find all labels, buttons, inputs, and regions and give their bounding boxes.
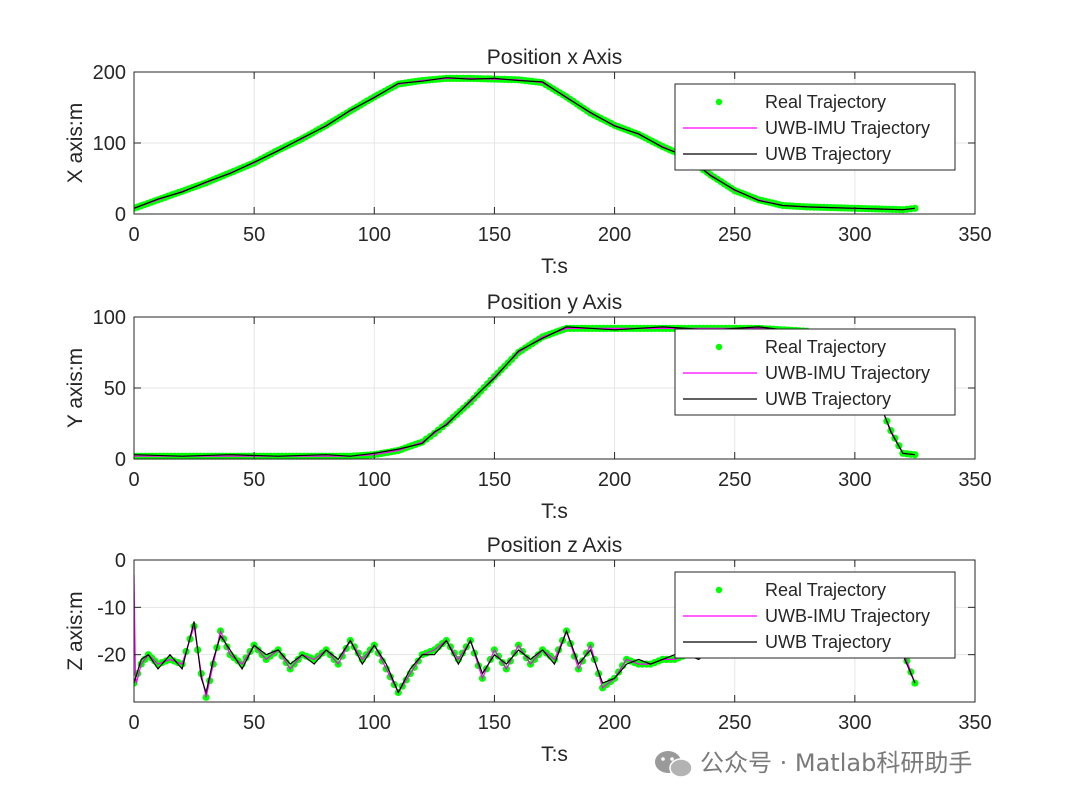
x-tick-label: 350 xyxy=(958,712,991,734)
x-ticks: 0 50 100 150 200 250 300 350 xyxy=(128,72,992,246)
x-tick-label: 100 xyxy=(358,712,391,734)
x-tick-label: 350 xyxy=(958,469,991,491)
y-tick-label: 0 xyxy=(115,449,126,471)
y-tick-label: 0 xyxy=(115,204,126,226)
y-tick-label: 100 xyxy=(93,307,126,329)
subplot-2: 0 50 100 150 200 250 300 350 0 50 100 Position y Ax… xyxy=(64,291,992,523)
y-axis-label: Y axis:m xyxy=(64,348,87,428)
real-trajectory-point xyxy=(911,204,919,212)
x-tick-label: 0 xyxy=(128,224,139,246)
x-tick-label: 350 xyxy=(958,224,991,246)
y-tick-label: -20 xyxy=(97,645,126,667)
x-ticks: 0 50 100 150 200 250 300 350 xyxy=(128,560,992,734)
wechat-icon xyxy=(655,751,693,778)
y-ticks: 0 50 100 xyxy=(93,307,975,471)
x-tick-label: 50 xyxy=(243,224,265,246)
y-tick-label: 50 xyxy=(104,378,126,400)
legend-label: UWB Trajectory xyxy=(765,389,891,409)
y-tick-label: 200 xyxy=(93,62,126,84)
x-tick-label: 100 xyxy=(358,224,391,246)
y-ticks: 0 100 200 xyxy=(93,62,975,226)
chart-title: Position y Axis xyxy=(487,291,622,314)
x-axis-label: T:s xyxy=(541,500,568,523)
x-tick-label: 250 xyxy=(718,224,751,246)
x-tick-label: 0 xyxy=(128,712,139,734)
x-axis-label: T:s xyxy=(541,743,568,766)
subplot-1: 0 50 100 150 200 250 300 350 0 100 200 Position x A… xyxy=(64,46,992,278)
x-tick-label: 50 xyxy=(243,469,265,491)
legend-label: UWB-IMU Trajectory xyxy=(765,606,930,626)
x-tick-label: 200 xyxy=(598,224,631,246)
x-tick-label: 200 xyxy=(598,469,631,491)
legend: Real Trajectory UWB-IMU Trajectory UWB Tra… xyxy=(674,571,956,659)
legend-box xyxy=(674,571,956,659)
real-trajectory-point xyxy=(911,451,919,459)
chart-title: Position x Axis xyxy=(487,46,622,69)
y-axis-label: Z axis:m xyxy=(64,591,87,670)
legend-box xyxy=(674,83,956,171)
x-tick-label: 250 xyxy=(718,469,751,491)
x-tick-label: 150 xyxy=(478,712,511,734)
subplots: 0 50 100 150 200 250 300 350 0 100 200 Position x A… xyxy=(64,46,992,766)
x-tick-label: 0 xyxy=(128,469,139,491)
legend-label: Real Trajectory xyxy=(765,92,886,112)
series-group xyxy=(134,324,919,460)
series-group xyxy=(134,74,919,214)
x-tick-label: 300 xyxy=(838,469,871,491)
legend: Real Trajectory UWB-IMU Trajectory UWB Tra… xyxy=(674,328,956,416)
legend-label: UWB Trajectory xyxy=(765,144,891,164)
y-axis-label: X axis:m xyxy=(64,103,87,184)
watermark-text: 公众号 · Matlab科研助手 xyxy=(700,749,972,777)
legend-marker-real xyxy=(715,98,723,106)
x-axis-label: T:s xyxy=(541,255,568,278)
y-tick-label: 0 xyxy=(115,550,126,572)
x-tick-label: 100 xyxy=(358,469,391,491)
legend-label: UWB-IMU Trajectory xyxy=(765,118,930,138)
legend-label: Real Trajectory xyxy=(765,337,886,357)
y-tick-label: 100 xyxy=(93,133,126,155)
axes-frame xyxy=(133,559,976,703)
x-tick-label: 150 xyxy=(478,469,511,491)
legend-label: UWB-IMU Trajectory xyxy=(765,363,930,383)
x-ticks: 0 50 100 150 200 250 300 350 xyxy=(128,317,992,491)
legend-box xyxy=(674,328,956,416)
x-tick-label: 200 xyxy=(598,712,631,734)
y-ticks: -20 -10 0 xyxy=(97,550,975,667)
x-tick-label: 250 xyxy=(718,712,751,734)
x-tick-label: 50 xyxy=(243,712,265,734)
legend-label: UWB Trajectory xyxy=(765,632,891,652)
legend-label: Real Trajectory xyxy=(765,580,886,600)
series-uwb-trajectory xyxy=(134,77,915,211)
y-tick-label: -10 xyxy=(97,597,126,619)
legend-marker-real xyxy=(715,343,723,351)
x-tick-label: 150 xyxy=(478,224,511,246)
legend-marker-real xyxy=(715,586,723,594)
x-tick-label: 300 xyxy=(838,224,871,246)
x-tick-label: 300 xyxy=(838,712,871,734)
watermark: 公众号 · Matlab科研助手 xyxy=(655,749,972,778)
legend: Real Trajectory UWB-IMU Trajectory UWB Tra… xyxy=(674,83,956,171)
subplot-3: 0 50 100 150 200 250 300 350 -20 -10 0 Position z A… xyxy=(64,534,992,766)
chart-title: Position z Axis xyxy=(487,534,622,557)
